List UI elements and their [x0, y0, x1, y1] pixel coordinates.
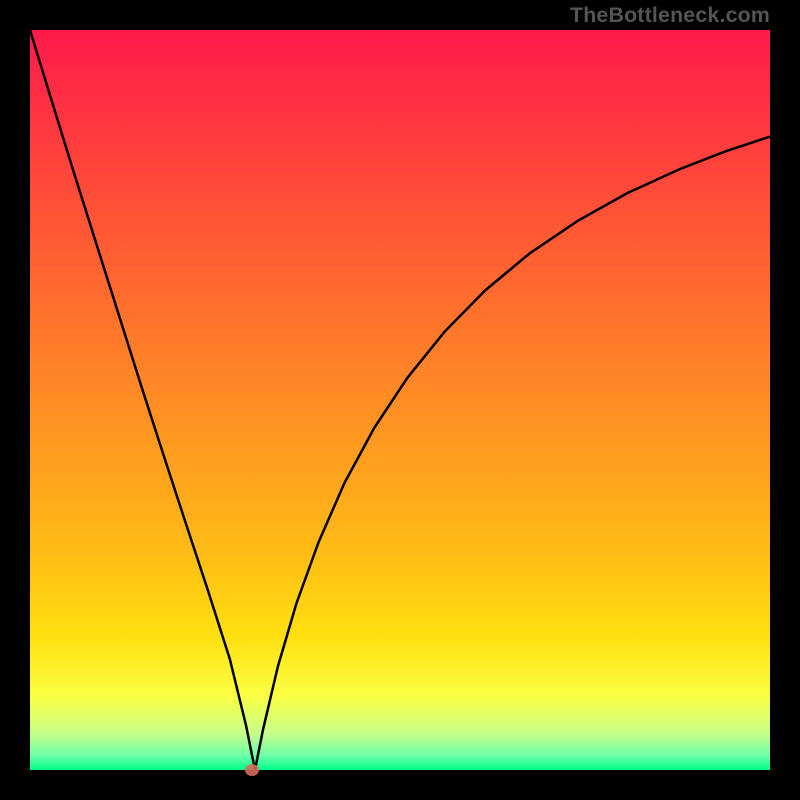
curve-layer: [0, 0, 800, 800]
chart-container: TheBottleneck.com: [0, 0, 800, 800]
min-marker: [245, 764, 259, 776]
bottleneck-curve: [30, 30, 770, 770]
watermark-text: TheBottleneck.com: [570, 3, 770, 28]
